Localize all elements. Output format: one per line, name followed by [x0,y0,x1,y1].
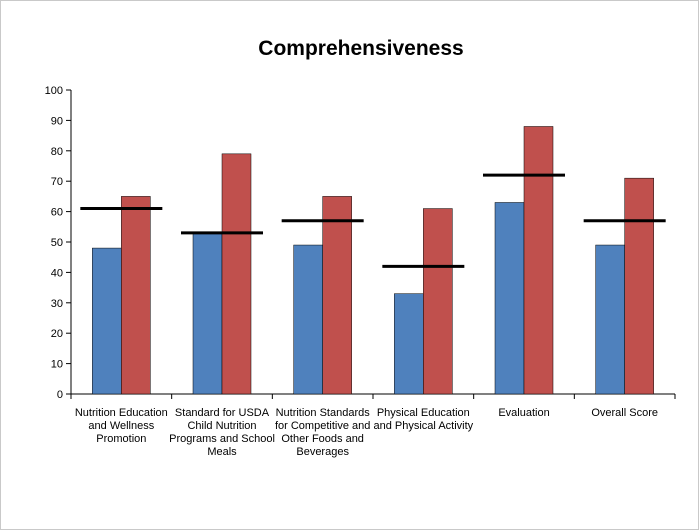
bar-series-1 [595,244,625,395]
x-category-label: Nutrition Education and Wellness Promotion [75,407,168,445]
y-tick-label: 0 [57,389,63,401]
category-labels: Nutrition Education and Wellness Promotion… [75,407,658,458]
x-category-label-line: Child Nutrition [187,420,256,432]
y-tick-label: 60 [51,207,63,219]
bar-series-1 [394,293,424,395]
bar-series-2 [221,153,252,395]
bar-series-2 [523,126,554,395]
x-category-label-line: Beverages [296,446,349,458]
y-tick-label: 100 [45,85,63,97]
bar-series-1 [494,202,525,395]
axes: 0 10 20 30 40 50 60 70 80 90 100 [45,85,676,401]
y-tick-label: 50 [51,237,63,249]
x-category-label: Physical Education and Physical Activity [374,407,474,432]
y-tick-label: 10 [51,359,63,371]
x-category-label-line: Meals [207,446,237,458]
bar-series-2 [423,208,453,395]
y-tick-label: 90 [51,115,63,127]
x-category-label-line: Promotion [96,433,146,445]
y-tick-label: 70 [51,176,63,188]
y-tick-label: 80 [51,146,63,158]
x-category-label: Standard for USDA Child Nutrition Programs… [169,407,275,458]
x-category-label-line: Overall Score [591,407,658,419]
x-category-label-line: and Physical Activity [374,420,474,432]
reference-lines [80,173,666,268]
x-category-label-line: for Competitive and [275,420,370,432]
x-category-label-line: and Wellness [88,420,154,432]
x-category-label-line: Evaluation [498,407,549,419]
x-category-label-line: Standard for USDA [175,407,270,419]
y-tick-label: 40 [51,267,63,279]
bar-series-1 [192,232,223,395]
chart-title: Comprehensiveness [258,37,463,60]
bar-series-2 [624,177,654,395]
x-category-label: Evaluation [498,407,549,419]
y-tick-label: 20 [51,328,63,340]
x-category-label-line: Other Foods and [281,433,364,445]
y-tick-label: 30 [51,298,63,310]
bar-series-1 [92,247,122,395]
x-category-label-line: Physical Education [377,407,470,419]
bar-series-1 [293,244,323,395]
x-category-label-line: Nutrition Education [75,407,168,419]
bars [92,126,654,395]
x-category-label: Nutrition Standards for Competitive and Ot… [275,407,370,458]
x-category-label-line: Nutrition Standards [276,407,371,419]
bar-series-2 [322,196,352,395]
bar-series-2 [121,196,151,395]
x-category-label: Overall Score [591,407,658,419]
x-category-label-line: Programs and School [169,433,275,445]
